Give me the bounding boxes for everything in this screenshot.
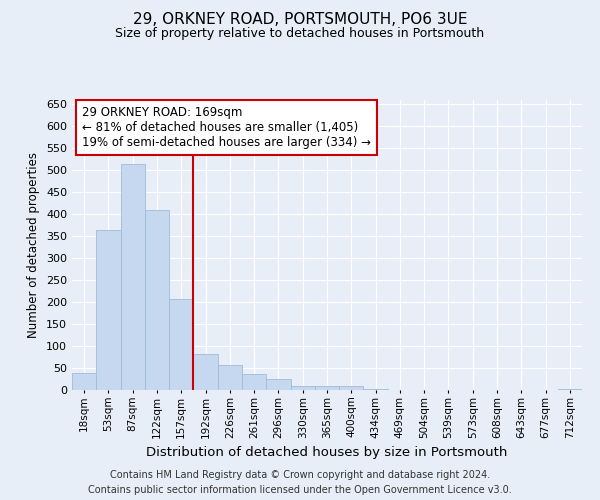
Bar	[218, 365, 242, 390]
Bar	[193, 354, 218, 390]
X-axis label: Distribution of detached houses by size in Portsmouth: Distribution of detached houses by size …	[146, 446, 508, 459]
Bar	[145, 210, 169, 390]
Bar	[242, 374, 266, 390]
Text: Contains public sector information licensed under the Open Government Licence v3: Contains public sector information licen…	[88, 485, 512, 495]
Bar	[558, 389, 582, 390]
Bar	[121, 164, 145, 390]
Text: 29, ORKNEY ROAD, PORTSMOUTH, PO6 3UE: 29, ORKNEY ROAD, PORTSMOUTH, PO6 3UE	[133, 12, 467, 28]
Bar	[290, 386, 315, 390]
Bar	[169, 299, 193, 390]
Bar	[364, 389, 388, 390]
Bar	[72, 374, 96, 390]
Bar	[266, 379, 290, 390]
Text: 29 ORKNEY ROAD: 169sqm
← 81% of detached houses are smaller (1,405)
19% of semi-: 29 ORKNEY ROAD: 169sqm ← 81% of detached…	[82, 106, 371, 149]
Bar	[96, 230, 121, 390]
Text: Size of property relative to detached houses in Portsmouth: Size of property relative to detached ho…	[115, 28, 485, 40]
Bar	[315, 386, 339, 390]
Bar	[339, 386, 364, 390]
Y-axis label: Number of detached properties: Number of detached properties	[28, 152, 40, 338]
Text: Contains HM Land Registry data © Crown copyright and database right 2024.: Contains HM Land Registry data © Crown c…	[110, 470, 490, 480]
